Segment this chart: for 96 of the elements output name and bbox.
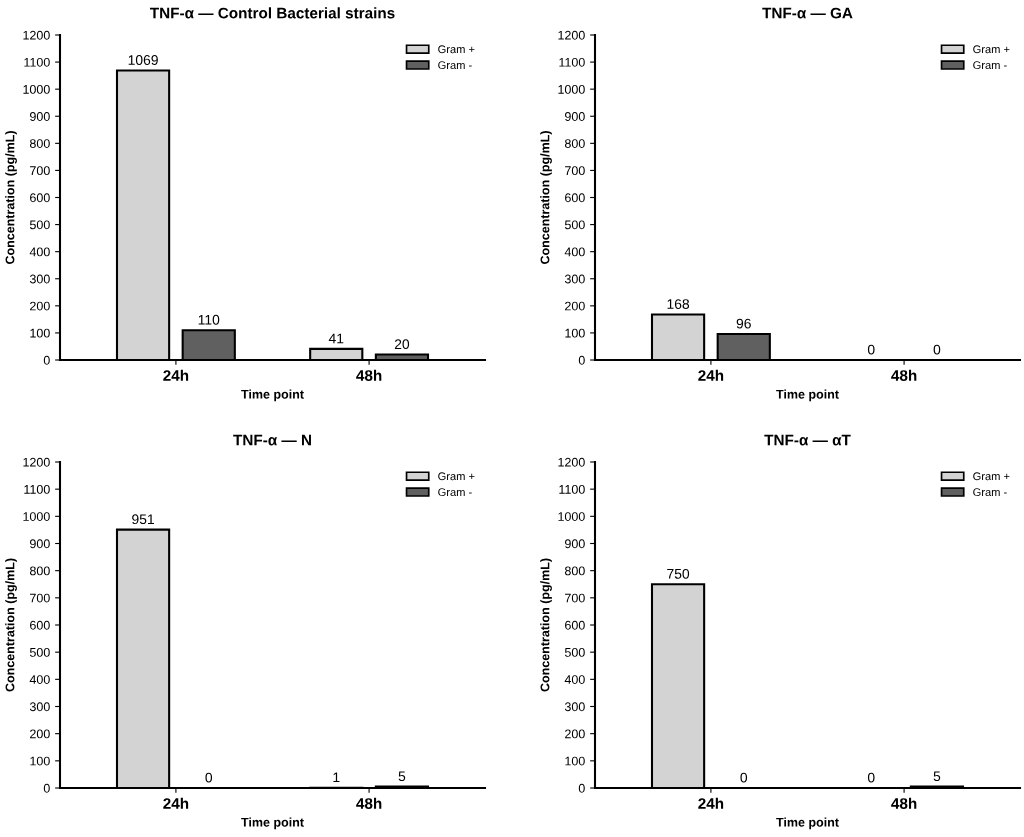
y-tick-label: 500: [564, 647, 585, 657]
y-tick-label: 1000: [558, 84, 585, 94]
data-label: 20: [394, 339, 410, 350]
y-tick-label: 1000: [23, 512, 50, 521]
data-label: 1069: [128, 55, 158, 65]
data-label: 1: [333, 772, 340, 783]
y-tick-label: 100: [30, 328, 50, 338]
legend-label: Gram +: [438, 45, 475, 54]
x-tick-label: 24h: [163, 797, 189, 809]
y-tick-label: 1200: [23, 457, 50, 467]
chart-title: TNF-α — GA: [762, 7, 853, 19]
y-axis-title: Concentration (pg/mL): [5, 558, 17, 692]
data-label: 951: [132, 514, 154, 525]
data-label: 5: [933, 771, 941, 782]
x-tick-label: 48h: [356, 369, 382, 381]
x-axis-title: Time point: [241, 389, 304, 402]
y-tick-label: 400: [29, 675, 50, 684]
y-tick-label: 1000: [23, 84, 50, 94]
y-tick-label: 300: [564, 702, 585, 712]
y-tick-label: 500: [29, 220, 50, 230]
y-axis-title: Concentration (pg/mL): [540, 558, 552, 692]
x-tick-label: 48h: [891, 797, 917, 809]
legend-label: Gram -: [438, 61, 472, 70]
chart-title: TNF-α — αT: [764, 434, 851, 446]
data-label: 0: [867, 344, 875, 355]
chart-title: TNF-α — Control Bacterial strains: [149, 7, 395, 19]
y-tick-label: 600: [30, 193, 50, 203]
y-tick-label: 200: [30, 729, 50, 739]
y-tick-label: 300: [29, 702, 50, 712]
y-tick-label: 400: [564, 675, 585, 684]
y-tick-label: 400: [564, 247, 585, 257]
data-label: 110: [198, 314, 220, 325]
x-axis-title: Time point: [776, 817, 839, 830]
y-tick-label: 900: [565, 539, 585, 549]
y-tick-label: 0: [43, 355, 50, 365]
y-axis-title: Concentration (pg/mL): [5, 131, 17, 264]
y-tick-label: 1100: [559, 484, 585, 494]
y-tick-label: 400: [29, 247, 50, 257]
x-axis-title: Time point: [241, 817, 304, 830]
legend-label: Gram -: [438, 488, 472, 497]
y-tick-label: 100: [565, 756, 585, 766]
y-tick-label: 1200: [558, 457, 585, 467]
data-label: 0: [867, 772, 875, 783]
y-tick-label: 1200: [23, 30, 50, 40]
y-tick-label: 600: [30, 620, 50, 630]
x-tick-label: 24h: [698, 797, 724, 809]
y-tick-label: 700: [30, 166, 50, 176]
y-tick-label: 1100: [24, 57, 50, 67]
legend-label: Gram +: [973, 45, 1010, 54]
y-axis-title: Concentration (pg/mL): [540, 131, 552, 264]
legend-label: Gram -: [973, 488, 1007, 497]
y-tick-label: 1100: [559, 57, 585, 67]
y-tick-label: 800: [564, 139, 585, 148]
legend-label: Gram +: [973, 472, 1010, 481]
y-tick-label: 900: [565, 112, 585, 121]
data-label: 0: [205, 772, 213, 783]
y-tick-label: 800: [29, 139, 50, 148]
y-tick-label: 700: [30, 593, 50, 603]
data-label: 41: [328, 333, 344, 344]
y-tick-label: 1100: [24, 484, 50, 494]
y-tick-label: 300: [29, 274, 50, 284]
y-tick-label: 800: [564, 566, 585, 576]
chart-title: TNF-α — N: [233, 434, 311, 446]
data-label: 5: [398, 771, 406, 782]
y-tick-label: 200: [30, 301, 50, 311]
y-tick-label: 0: [578, 355, 585, 365]
data-label: 750: [667, 568, 690, 579]
x-tick-label: 48h: [891, 369, 917, 381]
y-tick-label: 200: [565, 301, 585, 311]
y-tick-label: 0: [43, 783, 50, 793]
legend-label: Gram +: [438, 472, 475, 481]
y-tick-label: 100: [565, 328, 585, 338]
data-label: 0: [933, 344, 941, 355]
y-tick-label: 1200: [558, 30, 585, 40]
y-tick-label: 100: [30, 756, 50, 766]
y-tick-label: 1000: [558, 512, 585, 521]
y-tick-label: 900: [30, 539, 50, 549]
data-label: 96: [736, 318, 751, 329]
y-tick-label: 600: [565, 193, 585, 203]
data-label: 168: [667, 299, 690, 309]
x-tick-label: 24h: [698, 369, 724, 381]
y-tick-label: 800: [29, 566, 50, 576]
x-axis-title: Time point: [776, 389, 839, 402]
x-tick-label: 24h: [163, 369, 189, 381]
y-tick-label: 0: [578, 783, 585, 793]
data-label: 0: [740, 772, 748, 783]
y-tick-label: 200: [565, 729, 585, 739]
y-tick-label: 900: [30, 112, 50, 121]
y-tick-label: 500: [564, 220, 585, 230]
y-tick-label: 700: [565, 593, 585, 603]
x-tick-label: 48h: [356, 797, 382, 809]
y-tick-label: 600: [565, 620, 585, 630]
y-tick-label: 300: [564, 274, 585, 284]
y-tick-label: 700: [565, 166, 585, 176]
legend-label: Gram -: [973, 61, 1007, 70]
y-tick-label: 500: [29, 647, 50, 657]
